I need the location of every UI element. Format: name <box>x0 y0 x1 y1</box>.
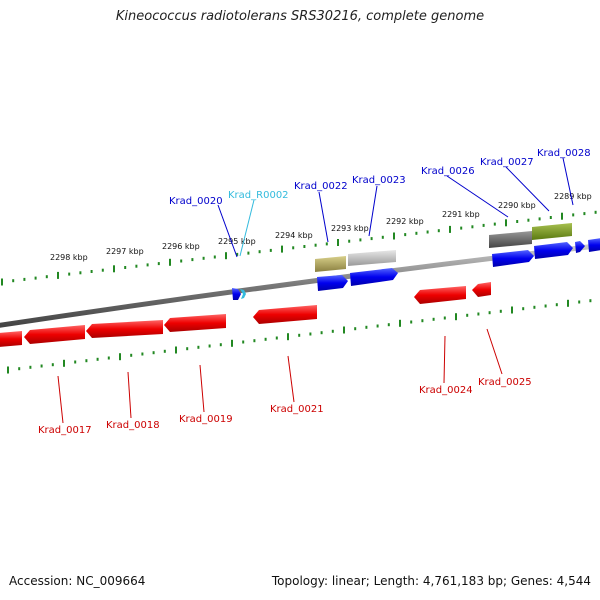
gene-leader-line <box>57 375 64 424</box>
gene-leader-line <box>239 199 255 257</box>
feature-bar-silver[interactable] <box>348 250 396 266</box>
gene-label[interactable]: Krad_0024 <box>419 385 473 396</box>
gene-label[interactable]: Krad_0027 <box>480 157 534 168</box>
feature-bar-green[interactable] <box>532 223 572 240</box>
gene-label[interactable]: Krad_R0002 <box>228 190 289 201</box>
gene-feature-forward[interactable] <box>534 242 573 259</box>
gene-leader-line <box>217 204 238 258</box>
scale-label: 2295 kbp <box>218 237 256 246</box>
scale-label: 2297 kbp <box>106 247 144 256</box>
accession-text: Accession: NC_009664 <box>9 574 146 588</box>
scale-label: 2290 kbp <box>498 201 536 210</box>
gene-leader-line <box>199 364 205 413</box>
gene-feature-forward[interactable] <box>350 268 398 286</box>
scale-label: 2293 kbp <box>331 224 369 233</box>
gene-feature-forward[interactable] <box>317 275 348 291</box>
gene-feature-reverse[interactable] <box>24 325 85 344</box>
scale-label: 2289 kbp <box>554 192 592 201</box>
top-scale-ticks <box>1 210 597 286</box>
gene-leader-line <box>368 185 378 237</box>
gene-label[interactable]: Krad_0019 <box>179 414 233 425</box>
gene-label[interactable]: Krad_0026 <box>421 166 475 177</box>
gene-leader-line <box>562 157 574 206</box>
feature-bar-olive[interactable] <box>315 256 346 272</box>
scale-label: 2296 kbp <box>162 242 200 251</box>
scale-label: 2294 kbp <box>275 231 313 240</box>
gene-feature-reverse[interactable] <box>414 286 466 304</box>
gene-label[interactable]: Krad_0017 <box>38 425 92 436</box>
scale-label: 2291 kbp <box>442 210 480 219</box>
gene-leader-line <box>287 355 295 403</box>
bottom-scale-ticks <box>7 299 592 374</box>
map-title: Kineococcus radiotolerans SRS30216, comp… <box>115 9 485 24</box>
gene-feature-forward[interactable] <box>232 288 241 300</box>
gene-feature-reverse[interactable] <box>253 305 317 324</box>
gene-feature-reverse[interactable] <box>86 320 163 338</box>
gene-label[interactable]: Krad_0022 <box>294 181 348 192</box>
gene-feature-reverse[interactable] <box>164 314 226 332</box>
feature-bar-dark[interactable] <box>489 231 532 248</box>
gene-label[interactable]: Krad_0021 <box>270 404 324 415</box>
gene-label[interactable]: Krad_0020 <box>169 196 223 207</box>
gene-label[interactable]: Krad_0028 <box>537 148 591 159</box>
gene-leader-line <box>505 166 550 212</box>
scale-label: 2298 kbp <box>50 253 88 262</box>
gene-leader-line <box>318 191 329 243</box>
scale-label: 2292 kbp <box>386 217 424 226</box>
gene-feature-reverse[interactable] <box>0 331 22 347</box>
gene-label[interactable]: Krad_0023 <box>352 175 406 186</box>
gene-label[interactable]: Krad_0018 <box>106 420 160 431</box>
genome-summary-text: Topology: linear; Length: 4,761,183 bp; … <box>271 574 591 588</box>
gene-leader-line <box>446 175 509 218</box>
gene-feature-forward[interactable] <box>575 241 585 253</box>
gene-leader-line <box>127 371 132 419</box>
gene-leader-line <box>443 335 446 384</box>
gene-leader-line <box>486 328 503 375</box>
gene-feature-reverse[interactable] <box>472 282 491 297</box>
gene-feature-forward[interactable] <box>588 238 600 252</box>
gene-label[interactable]: Krad_0025 <box>478 377 532 388</box>
rna-feature[interactable] <box>240 289 246 299</box>
gene-feature-forward[interactable] <box>492 250 534 267</box>
